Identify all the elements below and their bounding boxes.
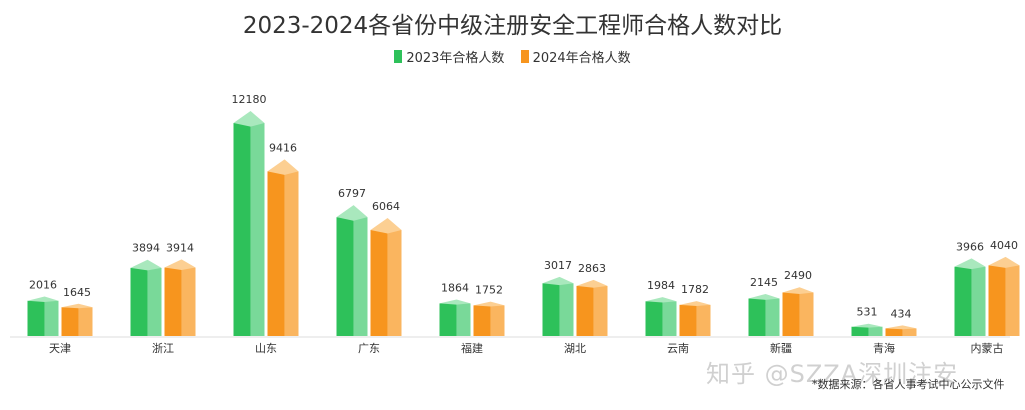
bar-2023-浙江: [130, 259, 162, 336]
bar-2023-内蒙古: [954, 258, 986, 336]
bar-2024-天津: [61, 303, 93, 336]
legend-swatch-2023: [394, 50, 403, 63]
data-label-2024-山东: 9416: [269, 141, 297, 154]
category-label-内蒙古: 内蒙古: [971, 341, 1004, 355]
data-label-2024-湖北: 2863: [578, 262, 606, 275]
legend-item-2024: 2024年合格人数: [520, 47, 631, 66]
data-label-2023-天津: 2016: [29, 279, 57, 292]
category-label-浙江: 浙江: [152, 342, 174, 355]
bar-2023-云南: [645, 297, 677, 336]
legend: 2023年合格人数 2024年合格人数: [0, 47, 1025, 67]
category-label-新疆: 新疆: [770, 341, 792, 355]
data-label-2024-天津: 1645: [63, 286, 91, 299]
data-label-2023-山东: 12180: [232, 93, 267, 106]
category-label-云南: 云南: [667, 342, 689, 355]
bar-2023-福建: [439, 299, 471, 336]
watermark: 知乎 @SZZA深圳注安: [706, 360, 959, 388]
category-label-福建: 福建: [461, 341, 483, 355]
legend-label-2023: 2023年合格人数: [406, 51, 505, 66]
bar-2024-内蒙古: [988, 256, 1020, 336]
data-label-2023-青海: 531: [857, 306, 878, 319]
bar-2024-广东: [370, 217, 402, 336]
data-label-2023-云南: 1984: [647, 279, 675, 292]
category-label-湖北: 湖北: [564, 342, 586, 355]
bar-2024-浙江: [164, 259, 196, 336]
category-label-广东: 广东: [358, 342, 380, 355]
bar-2023-湖北: [542, 276, 574, 336]
bar-2024-云南: [679, 301, 711, 336]
data-label-2024-内蒙古: 4040: [990, 239, 1018, 252]
bar-2023-新疆: [748, 293, 780, 336]
bar-2024-福建: [473, 301, 505, 336]
bar-2024-新疆: [782, 287, 814, 336]
data-label-2023-内蒙古: 3966: [956, 240, 984, 253]
data-label-2024-浙江: 3914: [166, 241, 194, 254]
data-label-2023-新疆: 2145: [750, 276, 778, 289]
data-label-2024-青海: 434: [891, 307, 912, 320]
data-label-2024-广东: 6064: [372, 200, 400, 213]
bar-2024-青海: [885, 325, 917, 336]
legend-item-2023: 2023年合格人数: [394, 47, 504, 66]
data-label-2023-广东: 6797: [338, 187, 366, 200]
data-label-2024-云南: 1782: [681, 283, 709, 296]
bar-2023-广东: [336, 205, 368, 336]
legend-label-2024: 2024年合格人数: [532, 51, 631, 66]
legend-swatch-2024: [520, 50, 529, 63]
source-note: *数据来源：各省人事考试中心公示文件: [812, 378, 1005, 391]
bar-2023-山东: [233, 111, 265, 336]
bar-2024-湖北: [576, 279, 608, 336]
data-label-2024-新疆: 2490: [784, 269, 812, 282]
data-label-2024-福建: 1752: [475, 284, 503, 297]
bar-2023-天津: [27, 296, 59, 336]
category-label-山东: 山东: [255, 342, 277, 355]
bar-2023-青海: [851, 323, 883, 336]
data-label-2023-浙江: 3894: [132, 242, 160, 255]
category-label-天津: 天津: [49, 342, 71, 355]
category-label-青海: 青海: [873, 341, 895, 355]
data-label-2023-福建: 1864: [441, 281, 469, 294]
bar-2024-山东: [267, 159, 299, 336]
data-label-2023-湖北: 3017: [544, 259, 572, 272]
chart-title: 2023-2024各省份中级注册安全工程师合格人数对比: [242, 13, 783, 39]
